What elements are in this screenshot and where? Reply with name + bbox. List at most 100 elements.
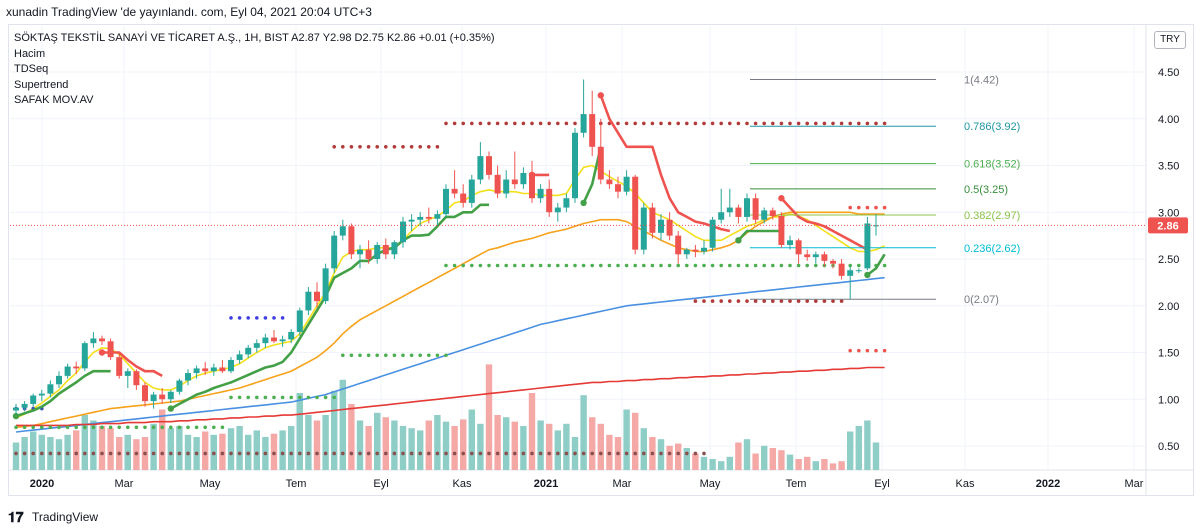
candle-body[interactable] [563, 198, 570, 208]
candle-body[interactable] [90, 338, 97, 344]
candle-body[interactable] [520, 172, 527, 185]
candle-body[interactable] [451, 188, 458, 194]
fib-level-label[interactable]: 1(4.42) [964, 74, 999, 86]
last-price-badge[interactable] [1148, 217, 1188, 234]
candle-body[interactable] [365, 249, 372, 259]
candle-body[interactable] [649, 207, 656, 233]
candle-body[interactable] [56, 375, 62, 385]
candle-body[interactable] [821, 254, 828, 261]
currency-label[interactable]: TRY [1154, 31, 1186, 49]
candle-body[interactable] [417, 216, 424, 220]
candle-body[interactable] [391, 242, 398, 255]
candle-body[interactable] [253, 343, 260, 348]
candle-body[interactable] [726, 207, 733, 213]
candle-body[interactable] [460, 193, 467, 203]
candle-body[interactable] [400, 221, 406, 243]
candle-body[interactable] [709, 219, 716, 248]
candle-body[interactable] [305, 291, 312, 311]
candle-body[interactable] [477, 156, 484, 180]
candle-body[interactable] [228, 359, 234, 372]
candle-body[interactable] [597, 146, 604, 180]
candle-body[interactable] [812, 254, 819, 258]
fib-level-label[interactable]: 0.786(3.92) [964, 121, 1020, 133]
fib-level-label[interactable]: 0.382(2.97) [964, 210, 1020, 222]
candle-body[interactable] [701, 247, 707, 252]
candle-body[interactable] [73, 366, 80, 369]
candle-body[interactable] [855, 270, 862, 272]
candle-body[interactable] [408, 219, 415, 222]
candle-body[interactable] [795, 240, 802, 255]
candle-body[interactable] [486, 156, 492, 175]
candle-body[interactable] [606, 179, 613, 185]
tradingview-logo-icon[interactable]: 𝟏𝟕 [8, 509, 24, 525]
fib-level-label[interactable]: 0(2.07) [964, 294, 999, 306]
fib-level-label[interactable]: 0.618(3.52) [964, 159, 1020, 171]
candle-body[interactable] [769, 210, 776, 216]
candle-body[interactable] [21, 403, 28, 408]
candle-body[interactable] [107, 341, 114, 358]
candle-body[interactable] [589, 114, 596, 147]
candle-body[interactable] [142, 385, 148, 402]
candle-body[interactable] [262, 337, 269, 344]
candle-body[interactable] [339, 226, 346, 236]
candle-body[interactable] [468, 179, 475, 203]
candle-body[interactable] [666, 219, 673, 236]
candle-body[interactable] [752, 198, 759, 220]
candle-body[interactable] [847, 270, 854, 276]
candle-body[interactable] [288, 331, 295, 340]
candle-body[interactable] [554, 207, 561, 213]
candle-body[interactable] [357, 249, 363, 255]
candle-body[interactable] [279, 339, 286, 342]
candle-body[interactable] [219, 367, 226, 372]
candle-body[interactable] [744, 198, 750, 217]
candle-body[interactable] [640, 207, 647, 250]
candle-body[interactable] [580, 114, 587, 133]
fib-level-label[interactable]: 0.5(3.25) [964, 184, 1008, 196]
candle-body[interactable] [331, 235, 338, 269]
candle-body[interactable] [787, 240, 793, 245]
candle-body[interactable] [683, 249, 690, 255]
candle-body[interactable] [176, 380, 183, 392]
candle-body[interactable] [615, 184, 621, 192]
candle-body[interactable] [159, 394, 166, 400]
candle-body[interactable] [494, 174, 501, 194]
symbol-legend[interactable]: SÖKTAŞ TEKSTİL SANAYİ VE TİCARET A.Ş., 1… [14, 32, 495, 44]
candle-body[interactable] [434, 214, 441, 219]
candle-body[interactable] [13, 407, 19, 411]
candle-body[interactable] [81, 343, 88, 369]
candle-body[interactable] [382, 244, 389, 255]
candle-body[interactable] [830, 260, 836, 264]
candle-body[interactable] [124, 371, 131, 376]
candle-body[interactable] [425, 216, 432, 219]
candle-body[interactable] [572, 132, 578, 199]
candle-body[interactable] [185, 373, 191, 381]
candle-body[interactable] [38, 393, 45, 396]
candle-body[interactable] [761, 210, 768, 220]
candle-body[interactable] [537, 188, 544, 199]
candle-body[interactable] [210, 367, 217, 372]
candle-body[interactable] [735, 207, 742, 217]
candle-body[interactable] [99, 338, 105, 342]
candle-body[interactable] [623, 176, 630, 192]
candle-body[interactable] [193, 368, 200, 374]
candle-body[interactable] [718, 212, 725, 220]
candle-body[interactable] [692, 249, 699, 252]
candle-body[interactable] [150, 394, 157, 402]
indicator-volume[interactable]: Hacim [14, 47, 46, 60]
candle-body[interactable] [202, 368, 209, 372]
candle-body[interactable] [271, 337, 277, 342]
candle-body[interactable] [529, 172, 535, 199]
candle-body[interactable] [116, 357, 123, 376]
candle-body[interactable] [374, 244, 381, 259]
candle-body[interactable] [443, 188, 449, 215]
chart-frame[interactable] [8, 24, 1194, 496]
candle-body[interactable] [64, 366, 71, 376]
candle-body[interactable] [632, 176, 639, 250]
footer-brand[interactable]: TradingView [32, 510, 99, 524]
candle-body[interactable] [546, 188, 553, 213]
candle-body[interactable] [348, 226, 355, 255]
candle-body[interactable] [511, 179, 518, 185]
candle-body[interactable] [314, 291, 320, 302]
indicator-supertrend[interactable]: Supertrend [14, 78, 69, 91]
